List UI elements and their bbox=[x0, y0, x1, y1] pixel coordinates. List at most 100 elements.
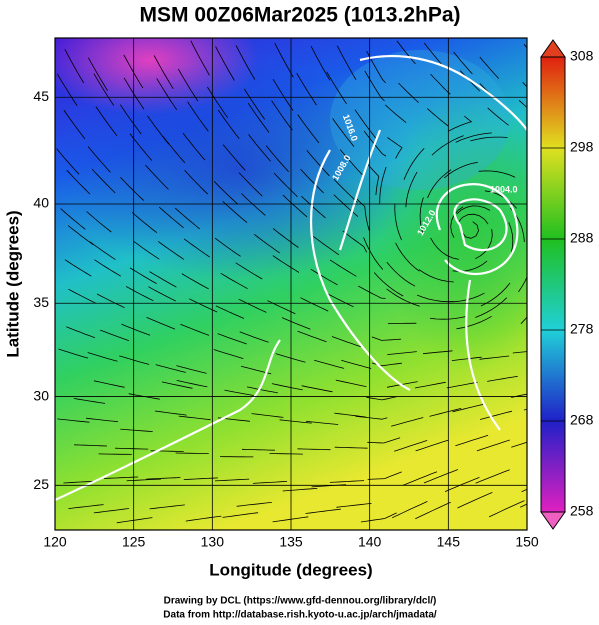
streamline bbox=[475, 229, 493, 260]
streamline bbox=[185, 515, 222, 522]
streamline bbox=[518, 100, 527, 109]
streamline bbox=[429, 408, 462, 417]
streamline bbox=[402, 471, 438, 486]
streamline bbox=[181, 273, 209, 290]
streamline bbox=[222, 144, 246, 171]
streamline bbox=[396, 40, 416, 65]
streamline bbox=[333, 194, 359, 217]
streamline bbox=[213, 349, 244, 359]
streamline bbox=[265, 145, 289, 172]
streamline bbox=[64, 259, 92, 277]
streamline bbox=[115, 447, 149, 450]
streamline bbox=[272, 78, 294, 111]
streamline bbox=[248, 134, 271, 162]
x-tick-label: 150 bbox=[515, 534, 539, 550]
streamline bbox=[332, 118, 355, 147]
streamline bbox=[455, 434, 489, 447]
streamline bbox=[394, 203, 402, 241]
streamline bbox=[453, 51, 473, 75]
streamline bbox=[272, 228, 299, 248]
streamline bbox=[215, 46, 235, 81]
x-tick-label: 145 bbox=[437, 534, 461, 550]
streamline bbox=[405, 171, 418, 208]
streamline bbox=[94, 259, 122, 277]
streamline bbox=[239, 331, 269, 343]
streamline bbox=[398, 82, 419, 103]
streamline bbox=[487, 107, 509, 126]
streamline bbox=[387, 137, 403, 159]
streamline bbox=[161, 381, 193, 389]
field bbox=[55, 38, 527, 530]
streamline bbox=[520, 503, 527, 508]
streamline bbox=[273, 172, 298, 197]
streamline bbox=[125, 286, 154, 302]
streamline bbox=[336, 503, 372, 508]
streamline bbox=[297, 114, 320, 144]
streamline bbox=[427, 108, 449, 127]
streamline bbox=[93, 380, 125, 388]
streamline bbox=[414, 381, 446, 389]
streamline bbox=[253, 233, 280, 254]
streamline bbox=[339, 149, 363, 176]
x-tick-label: 125 bbox=[122, 534, 146, 550]
streamline bbox=[488, 500, 525, 518]
streamline bbox=[145, 164, 169, 190]
streamline bbox=[95, 106, 118, 136]
streamline bbox=[300, 297, 329, 312]
streamline bbox=[416, 294, 454, 303]
plot-frame bbox=[54, 37, 528, 531]
streamline bbox=[455, 132, 492, 143]
streamline bbox=[423, 469, 459, 484]
credit-line: Data from http://database.rish.kyoto-u.a… bbox=[163, 610, 437, 621]
streamline bbox=[360, 512, 397, 523]
colorbar-tick-label: 278 bbox=[570, 321, 594, 337]
streamline bbox=[274, 42, 294, 78]
streamline bbox=[444, 161, 478, 179]
streamline bbox=[252, 481, 288, 484]
x-tick-label: 130 bbox=[201, 534, 225, 550]
streamline bbox=[385, 104, 407, 123]
streamline bbox=[354, 109, 377, 139]
streamline bbox=[336, 45, 357, 81]
streamline bbox=[341, 359, 372, 369]
streamline bbox=[184, 170, 209, 195]
streamline bbox=[456, 315, 492, 330]
streamline bbox=[275, 353, 306, 363]
streamline bbox=[444, 477, 480, 492]
streamline bbox=[446, 381, 478, 389]
streamline bbox=[214, 478, 250, 482]
streamline bbox=[126, 478, 161, 482]
contour-label: 1004.0 bbox=[490, 184, 518, 194]
streamline bbox=[175, 452, 209, 454]
streamline bbox=[213, 181, 239, 205]
streamline bbox=[88, 57, 108, 92]
streamline bbox=[176, 380, 208, 388]
streamline bbox=[98, 453, 132, 455]
streamline bbox=[297, 330, 327, 343]
streamline bbox=[272, 516, 309, 523]
x-axis-label: Longitude (degrees) bbox=[209, 560, 372, 579]
streamline bbox=[157, 241, 185, 260]
streamline bbox=[364, 70, 385, 102]
streamline bbox=[176, 365, 207, 374]
streamline bbox=[334, 446, 368, 449]
streamline bbox=[314, 359, 345, 369]
streamline bbox=[430, 237, 459, 260]
colorbar-tick-label: 298 bbox=[570, 139, 594, 155]
streamline bbox=[269, 453, 303, 455]
colorbar-tick-label: 258 bbox=[570, 503, 594, 519]
streamline bbox=[178, 415, 211, 421]
streamline bbox=[148, 286, 176, 302]
streamline bbox=[520, 316, 527, 325]
streamline bbox=[217, 333, 247, 345]
streamline bbox=[215, 305, 245, 319]
streamline bbox=[91, 168, 116, 194]
streamline bbox=[64, 49, 85, 84]
streamline bbox=[310, 268, 338, 286]
streamline bbox=[63, 480, 98, 484]
streamline bbox=[182, 132, 206, 161]
streamline bbox=[187, 101, 209, 132]
streamline bbox=[331, 336, 362, 348]
streamline bbox=[89, 241, 116, 260]
streamline bbox=[68, 288, 96, 304]
